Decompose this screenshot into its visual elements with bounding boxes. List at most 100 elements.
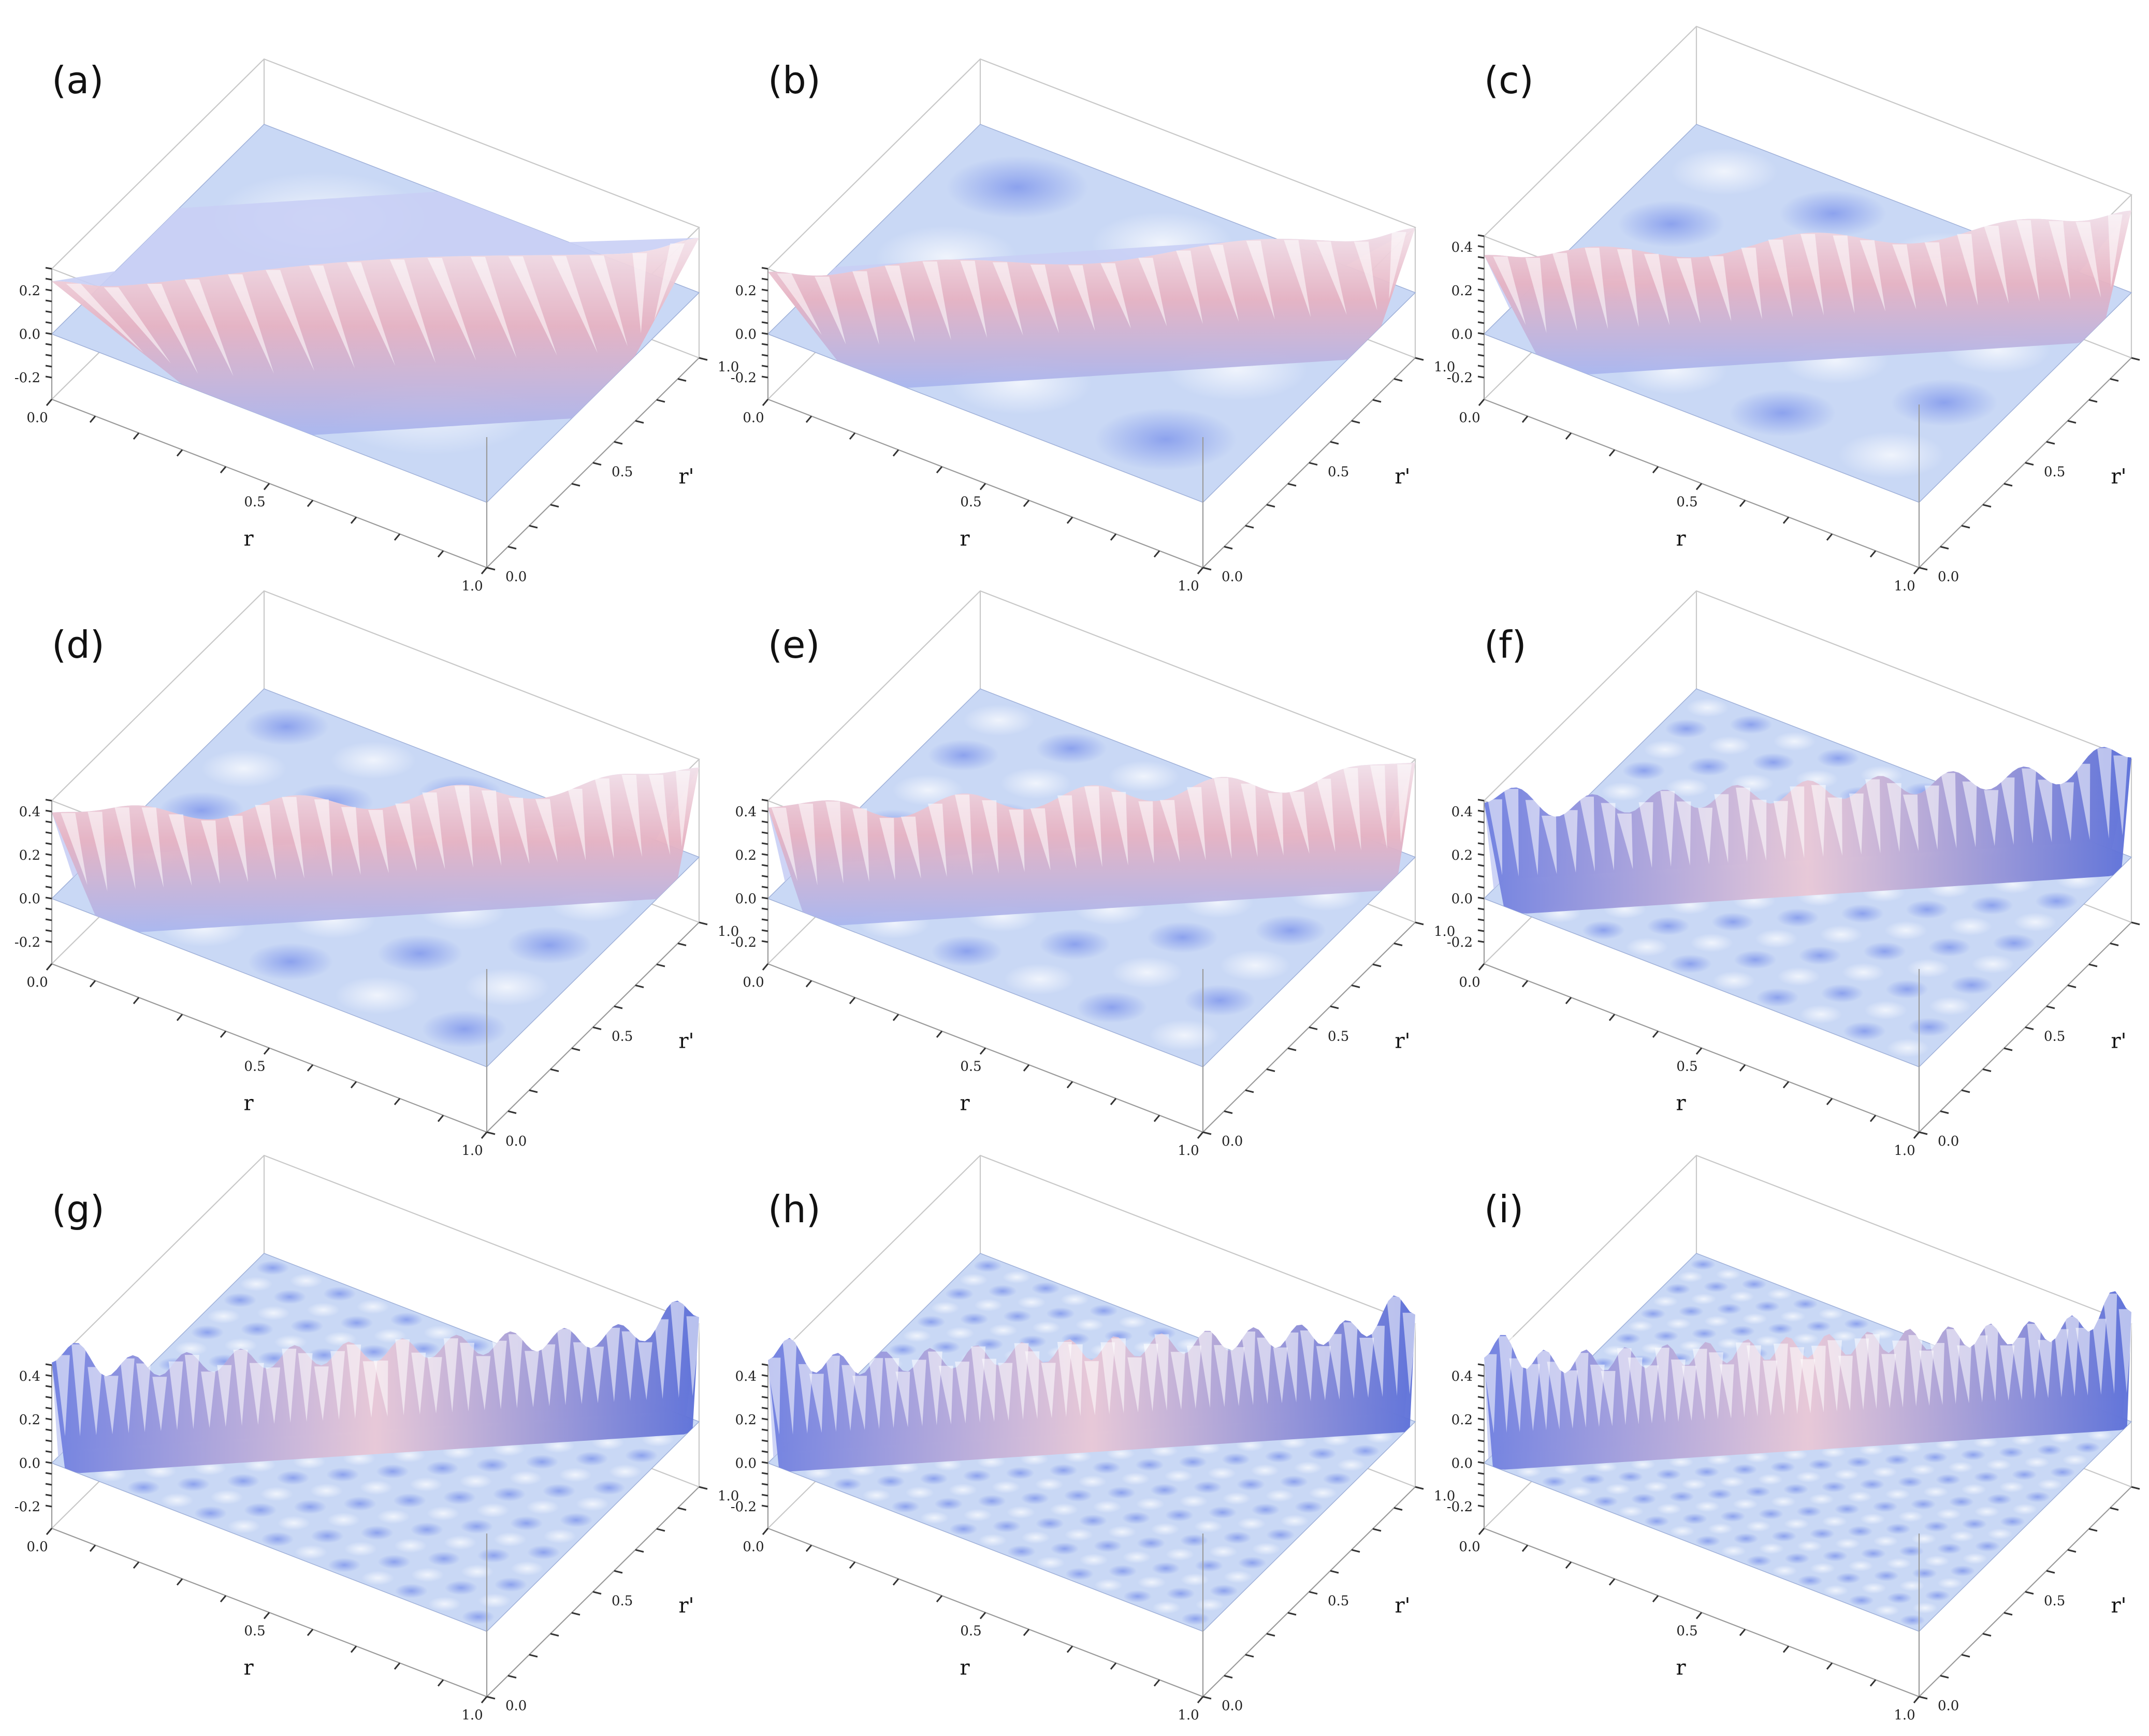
surface-ripple-bump (1846, 1456, 1872, 1468)
z-tick-label: 0.2 (735, 1412, 757, 1428)
z-axis-tick (761, 1407, 768, 1410)
surface-ripple-bump (1733, 1533, 1759, 1544)
ridge-spike (1585, 248, 1608, 329)
surface-ripple-bump (1912, 1568, 1937, 1579)
z-axis-tick (1477, 918, 1485, 921)
surface-ripple-bump (1756, 988, 1799, 1007)
ridge-spike (1957, 1345, 1972, 1404)
z-tick-label: 0.2 (1451, 848, 1473, 863)
surface-ripple-bump (459, 1474, 492, 1488)
surface-ripple-bump (1238, 1556, 1267, 1569)
surface-ripple-bump (1036, 1556, 1065, 1569)
ridge-spike (1574, 1353, 1589, 1428)
r-tick-label: 0.0 (743, 410, 764, 426)
r-tick-label: 1.0 (1894, 1708, 1915, 1723)
surface-ripple-bump (260, 1486, 293, 1501)
r-tick-label: 0.5 (960, 1059, 981, 1075)
surface-ripple-bump (1181, 1612, 1210, 1625)
r-axis-label: r (1676, 527, 1686, 551)
r-axis-tick (1153, 1115, 1160, 1122)
surface-ripple-bump (931, 1301, 960, 1314)
surface-ripple-bump (1767, 1289, 1793, 1300)
surface-ripple-bump (1987, 1528, 2013, 1540)
r-prime-axis-tick (507, 1675, 517, 1679)
surface-ripple-bump (989, 1324, 1018, 1337)
surface-ripple-bump (1861, 1548, 1886, 1559)
ridge-spike (266, 1367, 281, 1424)
z-tick-label: -0.2 (731, 370, 757, 386)
surface-ripple-bump (1949, 1496, 1974, 1508)
ridge-spike (1230, 1347, 1245, 1406)
ridge-spike (938, 1366, 953, 1425)
surface-plot-panel: 0.0 0.5 1.0 0.0 0.5 1.0 -0.2 0.0 0.2 0.4 r r' (e) (731, 590, 1455, 1159)
r-prime-axis-tick (1224, 1110, 1233, 1114)
ridge-spike (1068, 265, 1095, 331)
ridge-spike (1284, 240, 1311, 317)
r-prime-axis-tick (2067, 985, 2077, 988)
surface-ripple-bump (1907, 959, 1950, 978)
surface-ripple-bump (1948, 1462, 1973, 1473)
r-axis-tick (1782, 516, 1790, 524)
r-axis-tick (89, 980, 96, 988)
r-axis-tick (394, 1098, 401, 1105)
ridge-spike (541, 1344, 556, 1407)
r-prime-axis-tick (2088, 1528, 2098, 1532)
surface-ripple-bump (427, 1506, 460, 1521)
surface-plot-panel: 0.00.51.00.00.51.0-0.20.00.20.4rr'(c) (1447, 25, 2140, 594)
surface-ripple-bump (1694, 1501, 1720, 1512)
surface-ripple-bump (1035, 1478, 1064, 1491)
surface-ripple-bump (1770, 1496, 1796, 1508)
ridge-spike (1359, 1338, 1374, 1398)
r-prime-axis-tick (1961, 525, 1970, 529)
ridge-spike (573, 1342, 588, 1405)
z-tick-label: 0.0 (735, 1456, 757, 1471)
surface-ripple-bump (1795, 1471, 1821, 1483)
r-prime-axis-tick (571, 1047, 580, 1051)
surface-ripple-bump (1137, 1537, 1166, 1550)
surface-ripple-bump (1078, 1475, 1107, 1488)
r-axis-tick (263, 1612, 270, 1619)
panel-label: (c) (1484, 59, 1534, 102)
surface-ripple-bump (1993, 933, 2036, 953)
r-axis-tick (1695, 1612, 1703, 1619)
surface-ripple-bump (1798, 946, 1841, 965)
z-axis-tick (761, 1461, 768, 1464)
r-axis-tick (1197, 1696, 1204, 1703)
surface-ripple-bump (310, 1483, 343, 1498)
z-axis-tick (761, 288, 768, 292)
surface-ripple-bump (1818, 1308, 1843, 1320)
panel-label: (h) (768, 1188, 821, 1231)
ridge-spike (1854, 1338, 1869, 1410)
z-axis-tick (45, 1385, 52, 1388)
r-prime-axis-tick (1202, 567, 1212, 571)
surface-ripple-bump (1592, 1461, 1618, 1473)
z-axis-tick (761, 354, 768, 357)
surface-ripple-bump (1151, 1523, 1180, 1536)
z-axis-tick (761, 809, 768, 813)
surface-ripple-bump (475, 1457, 509, 1472)
surface-ripple-bump (1949, 917, 1992, 936)
r-axis-tick (481, 1696, 488, 1703)
surface-ripple-bump (427, 1551, 461, 1566)
ridge-spike (228, 816, 249, 883)
z-axis-tick (1477, 1461, 1485, 1464)
r-axis-tick (263, 483, 270, 490)
ridge-spike (998, 1363, 1013, 1421)
ridge-spike (551, 256, 598, 353)
z-tick-label: 0.0 (1451, 327, 1473, 342)
r-axis-tick (1023, 1064, 1030, 1072)
surface-ripple-bump (1910, 1498, 1936, 1510)
surface-ripple-bump (1784, 1553, 1810, 1564)
ridge-spike (1397, 764, 1412, 843)
surface-ripple-bump (527, 1545, 560, 1560)
z-axis-tick (761, 1504, 768, 1508)
surface-ripple-bump (1021, 1531, 1050, 1544)
surface-ripple-bump (1643, 1481, 1669, 1493)
ridge-spike (1692, 1349, 1707, 1421)
ridge-spike (1940, 773, 1957, 849)
ridge-spike (1316, 1346, 1331, 1401)
r-tick-label: 0.5 (1676, 1059, 1697, 1075)
r-prime-axis-tick (635, 985, 644, 988)
z-axis-tick (45, 1417, 52, 1421)
z-axis-tick (45, 1504, 52, 1508)
